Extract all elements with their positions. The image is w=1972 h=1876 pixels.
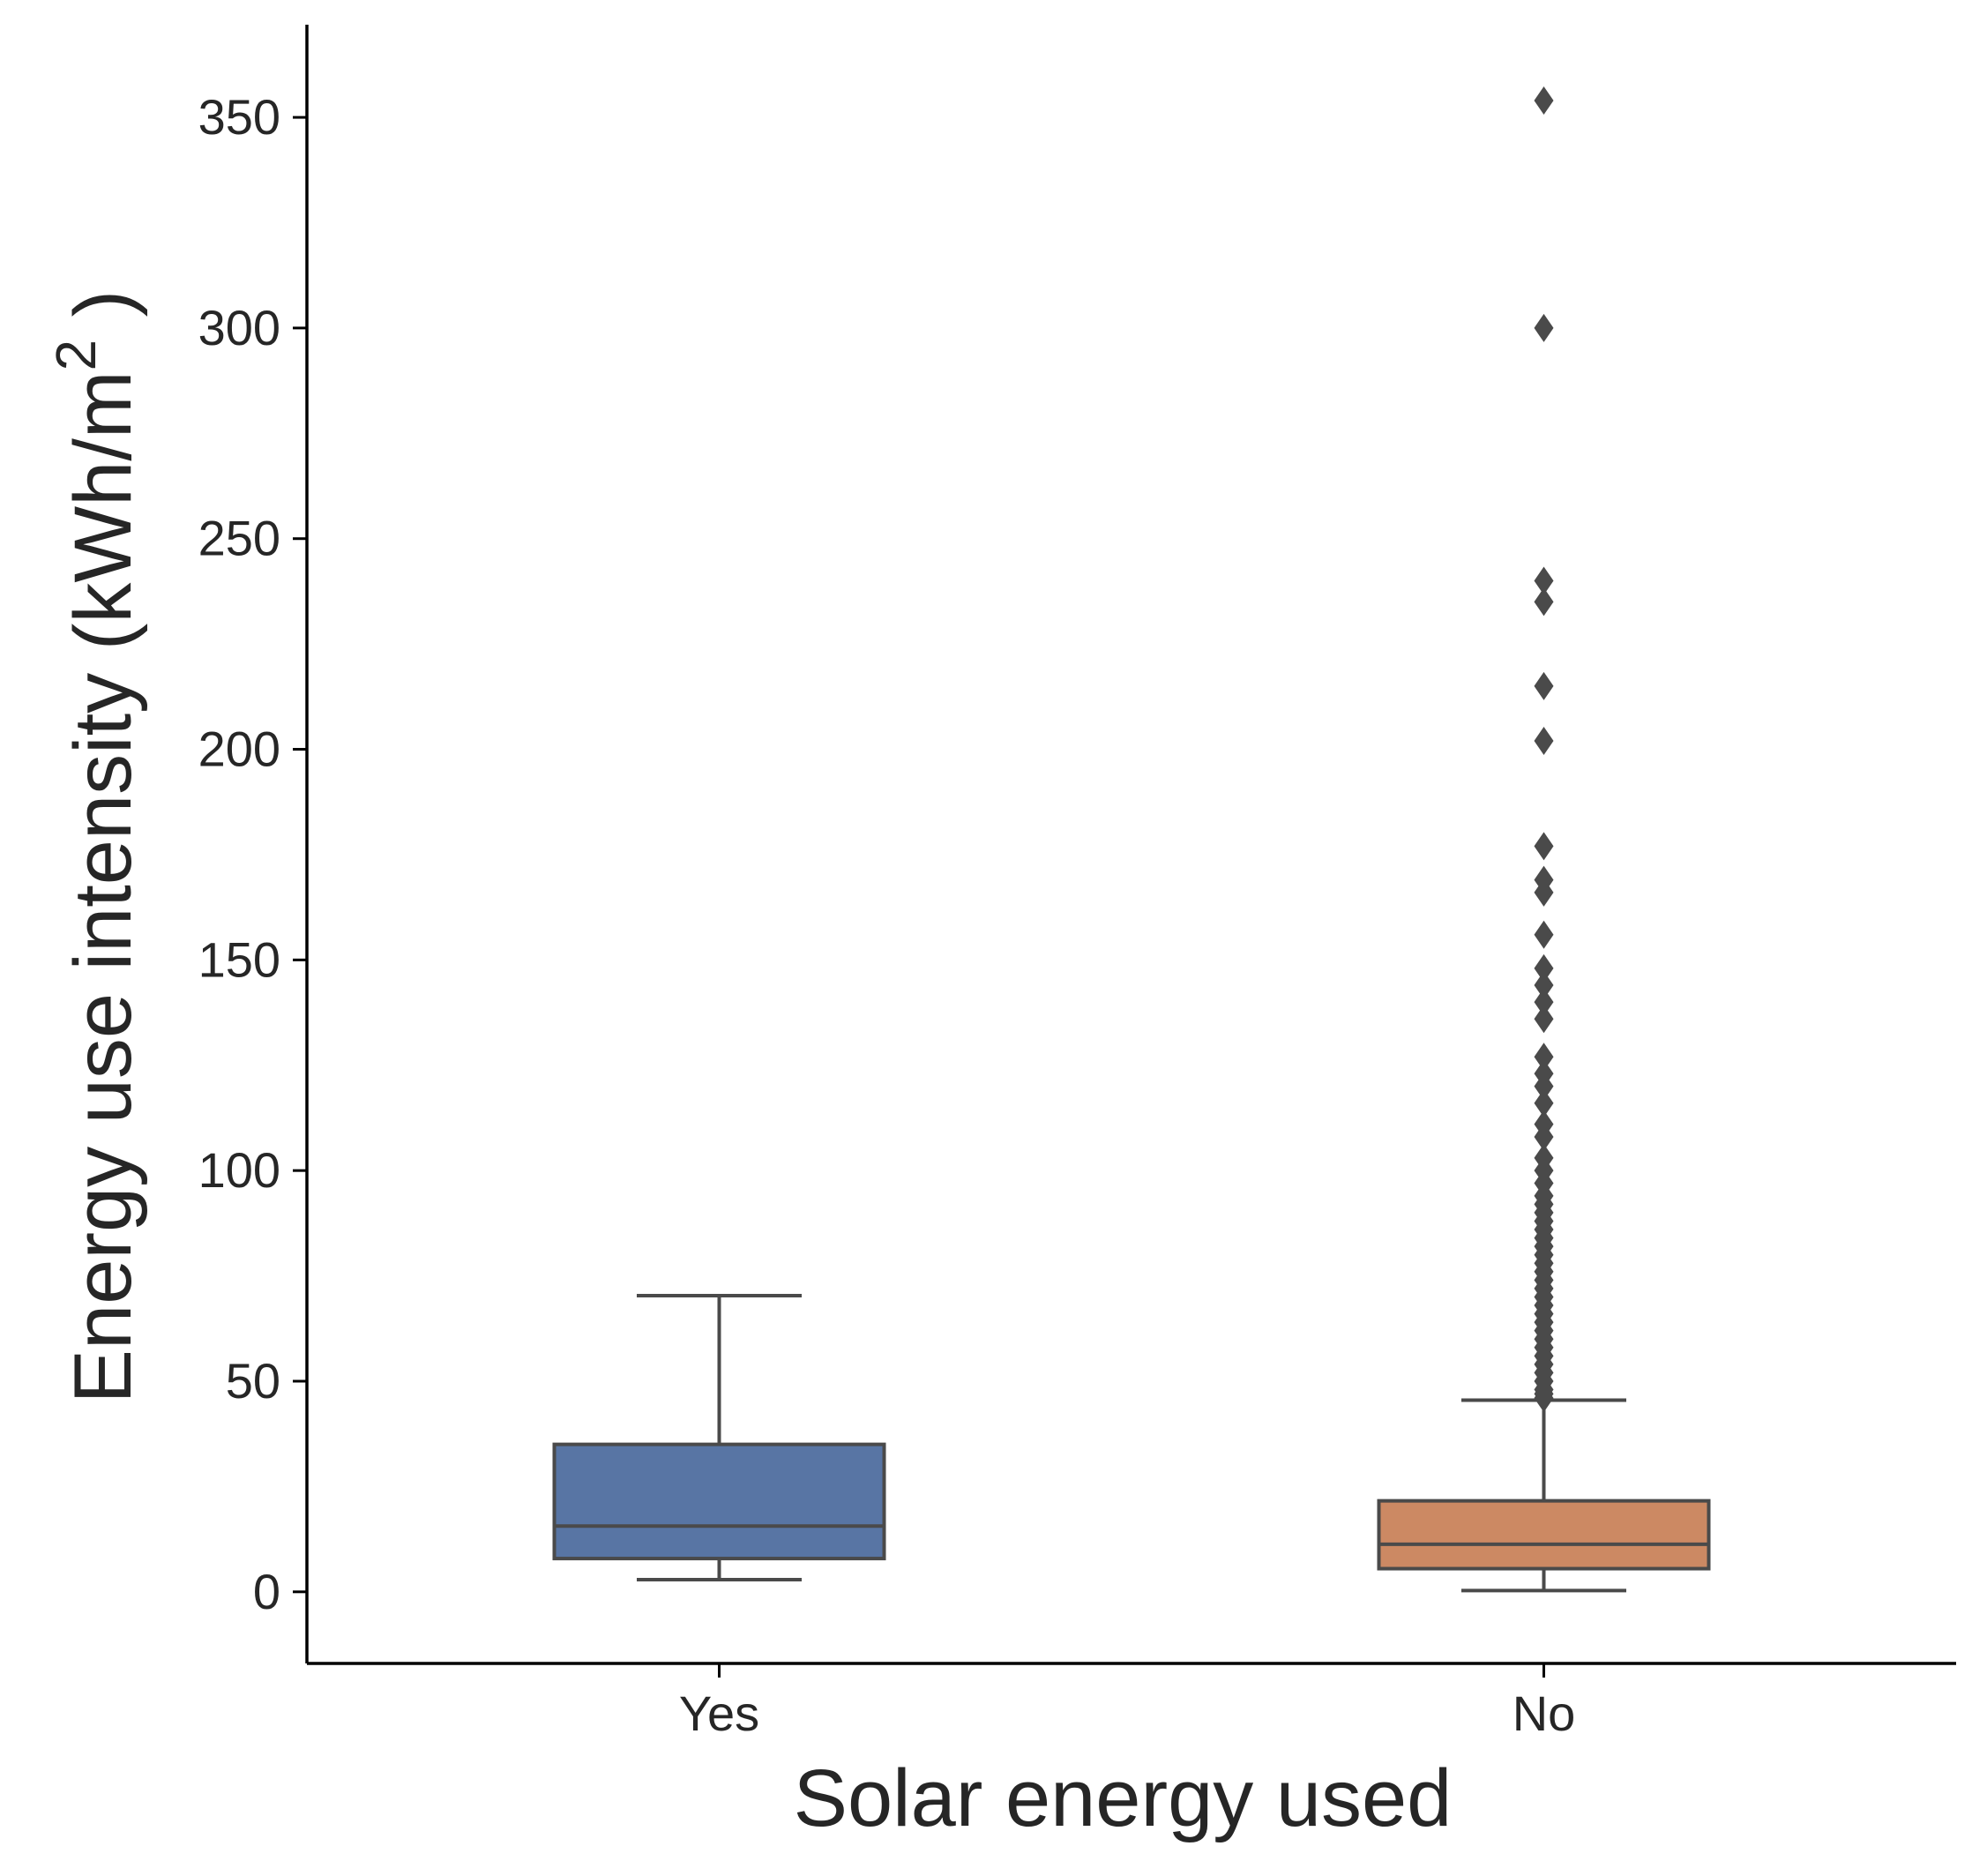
outlier-point bbox=[1534, 86, 1554, 115]
outlier-point bbox=[1534, 671, 1554, 700]
outlier-point bbox=[1534, 1122, 1554, 1151]
outlier-point bbox=[1534, 1043, 1554, 1072]
y-tick-label: 300 bbox=[198, 300, 280, 355]
y-tick-label: 150 bbox=[198, 931, 280, 987]
outlier-point bbox=[1534, 988, 1554, 1017]
y-tick-label: 200 bbox=[198, 721, 280, 777]
box-group-no bbox=[1377, 86, 1711, 1593]
y-axis-title-text: Energy use intensity (kWh/m bbox=[58, 370, 148, 1403]
plot-marks bbox=[552, 86, 1711, 1593]
outlier-point bbox=[1534, 566, 1554, 595]
outlier-point bbox=[1534, 971, 1554, 1000]
y-tick-label: 250 bbox=[198, 511, 280, 566]
box-yes bbox=[552, 1442, 886, 1561]
outlier-point bbox=[1534, 953, 1554, 983]
y-axis-title: Energy use intensity (kWh/m2 ) bbox=[44, 290, 148, 1404]
outlier-point bbox=[1534, 920, 1554, 949]
x-tick-label: Yes bbox=[679, 1685, 759, 1741]
outlier-point bbox=[1534, 1005, 1554, 1034]
outlier-point bbox=[1534, 832, 1554, 861]
outlier-point bbox=[1534, 1088, 1554, 1117]
y-tick-label: 50 bbox=[226, 1353, 280, 1409]
outlier-point bbox=[1534, 587, 1554, 617]
x-tick-label: No bbox=[1513, 1685, 1576, 1741]
y-tick-label: 100 bbox=[198, 1142, 280, 1198]
y-tick-label: 350 bbox=[198, 89, 280, 145]
outlier-point bbox=[1534, 726, 1554, 755]
axis-labels: Solar energy used Energy use intensity (k… bbox=[44, 290, 1452, 1843]
y-tick-label: 0 bbox=[253, 1564, 280, 1619]
axes: 0 50 100 150 200 250 300 350 Yes No bbox=[198, 25, 1956, 1741]
box-no bbox=[1377, 1499, 1711, 1571]
y-axis-title-suffix: ) bbox=[58, 290, 148, 340]
x-axis-title: Solar energy used bbox=[794, 1753, 1453, 1843]
box-group-yes bbox=[552, 1294, 886, 1581]
outlier-point bbox=[1534, 1072, 1554, 1101]
outlier-point bbox=[1534, 878, 1554, 907]
y-axis-title-superscript: 2 bbox=[44, 340, 108, 371]
outlier-point bbox=[1534, 313, 1554, 342]
outlier-point bbox=[1534, 1384, 1554, 1413]
